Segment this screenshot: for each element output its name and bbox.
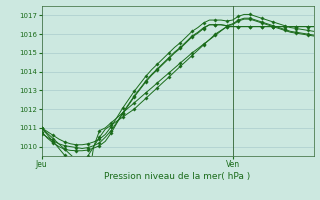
X-axis label: Pression niveau de la mer( hPa ): Pression niveau de la mer( hPa ) (104, 172, 251, 181)
